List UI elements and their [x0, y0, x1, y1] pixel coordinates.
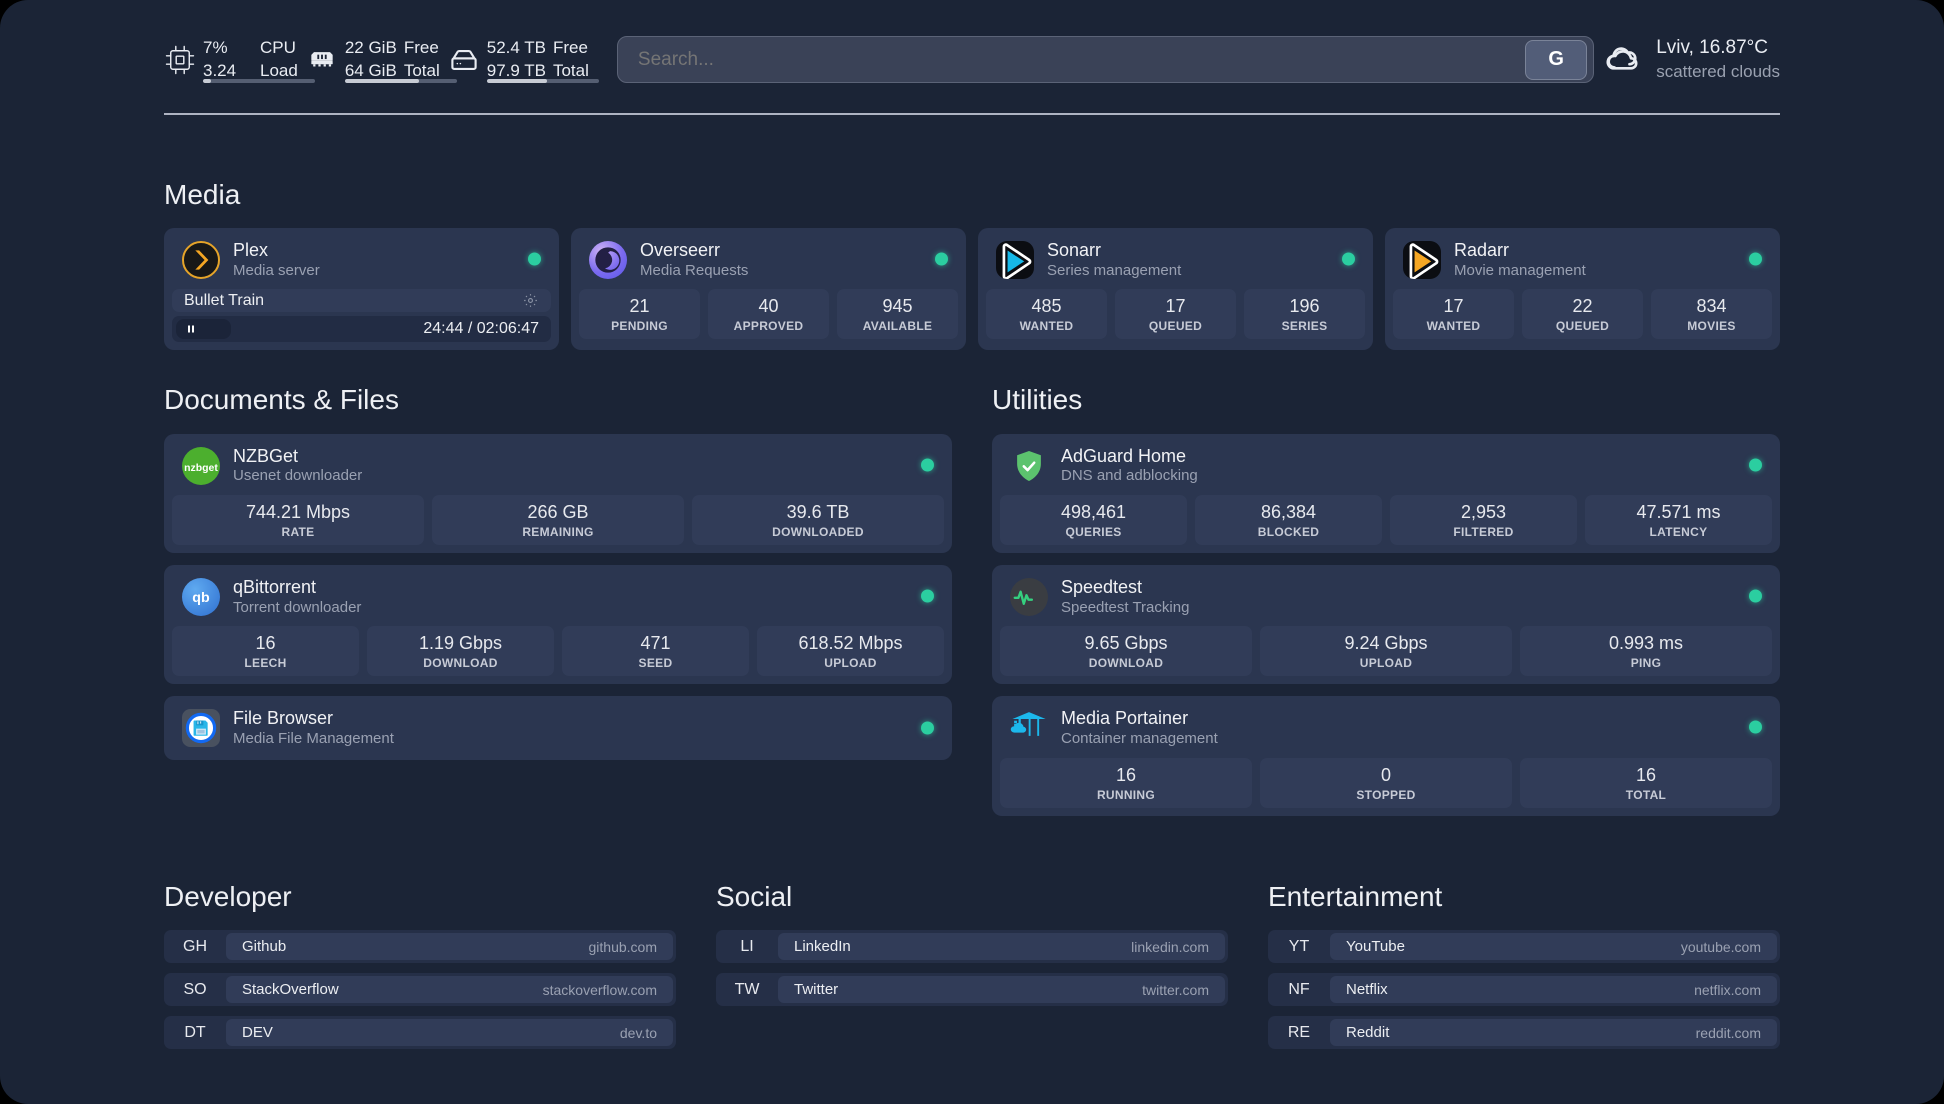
svg-text:qb: qb — [192, 590, 210, 606]
svg-text:nzbget: nzbget — [184, 462, 218, 473]
